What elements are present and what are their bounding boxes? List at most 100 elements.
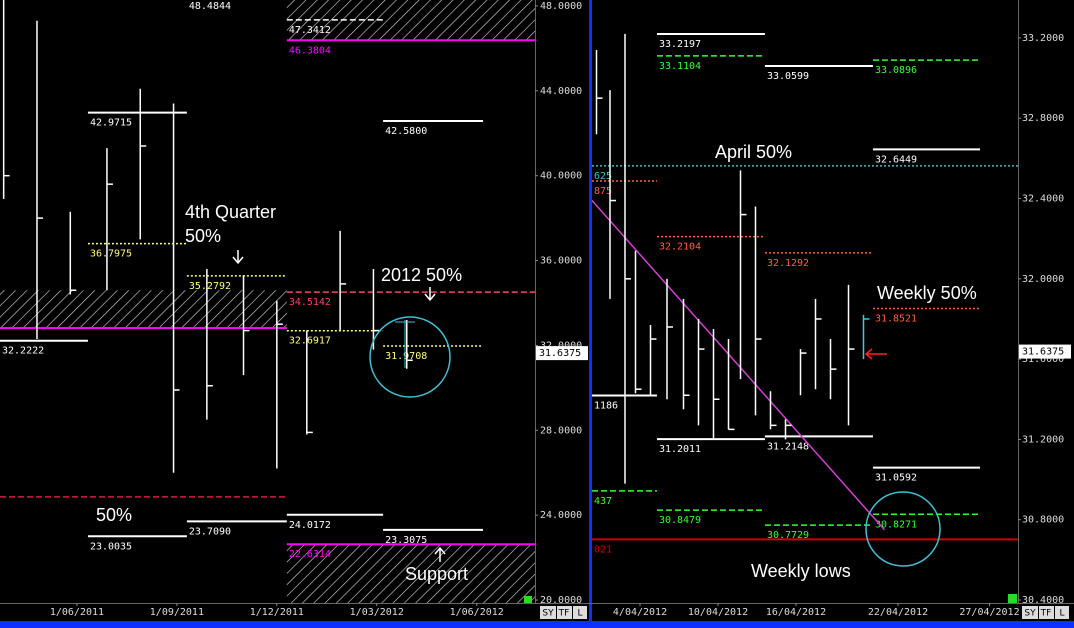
annotation: Support	[405, 564, 468, 584]
button[interactable]	[573, 606, 587, 619]
y-tick-label: 28.0000	[540, 425, 582, 436]
y-tick-label: 40.0000	[540, 171, 582, 182]
level-label: 31.2011	[659, 444, 701, 455]
x-tick-label: 1/12/2011	[250, 607, 304, 618]
y-tick-label: 36.0000	[540, 256, 582, 267]
x-tick-label: 1/03/2012	[350, 607, 404, 618]
y-tick-label: 32.0000	[1022, 274, 1064, 285]
button-label[interactable]: TF	[558, 609, 570, 619]
level-label: 31.2148	[767, 441, 809, 452]
arrow	[424, 287, 436, 302]
annotation: 4th Quarter	[185, 202, 276, 222]
level-label: 42.5800	[385, 126, 427, 137]
arrow	[232, 250, 244, 265]
panel-separator	[589, 0, 592, 622]
last-price-label: 31.6375	[539, 348, 581, 359]
y-tick-label: 24.0000	[540, 510, 582, 521]
level-label: 625	[594, 171, 612, 182]
level-label: 021	[594, 544, 612, 555]
last-price-label: 31.6375	[1022, 347, 1064, 358]
status-marker	[524, 596, 532, 603]
level-label: 23.3075	[385, 535, 427, 546]
level-label: 35.2792	[189, 281, 231, 292]
y-tick-label: 33.2000	[1022, 33, 1064, 44]
level-label: 31.8521	[875, 314, 917, 325]
highlight-circle	[865, 491, 941, 567]
button[interactable]	[540, 606, 556, 619]
annotation: 50%	[185, 226, 221, 246]
x-tick-label: 1/06/2011	[50, 607, 104, 618]
button-label[interactable]: L	[577, 609, 582, 619]
status-strip	[0, 621, 1074, 628]
y-tick-label: 32.4000	[1022, 194, 1064, 205]
level-label: 33.0896	[875, 65, 917, 76]
level-label: 32.2222	[2, 346, 44, 357]
x-tick-label: 16/04/2012	[766, 607, 826, 618]
level-label: 30.8479	[659, 515, 701, 526]
y-tick-label: 44.0000	[540, 86, 582, 97]
level-label: 875	[594, 186, 612, 197]
level-label: 34.5142	[289, 297, 331, 308]
plot-area: 48.4844 47.3412 46.3804 42.9715 42.5800 36.79…	[0, 0, 535, 603]
level-label: 22.6314	[289, 549, 331, 560]
button[interactable]	[1055, 606, 1069, 619]
level-label: 32.6449	[875, 154, 917, 165]
y-tick-label: 32.8000	[1022, 113, 1064, 124]
x-tick-label: 1/06/2012	[450, 607, 504, 618]
button[interactable]	[1022, 606, 1038, 619]
trend-line	[592, 200, 886, 531]
level-label: 33.1104	[659, 61, 701, 72]
level-label: 23.7090	[189, 526, 231, 537]
annotation: Weekly 50%	[877, 283, 977, 303]
level-label: 31.0592	[875, 473, 917, 484]
level-label: 32.2104	[659, 242, 701, 253]
level-label: 30.7729	[767, 530, 809, 541]
level-label: 47.3412	[289, 25, 331, 36]
plot-area: 33.2197 33.1104 33.0599 33.0896 32.6449 625 87…	[592, 32, 1018, 555]
y-tick-label: 30.8000	[1022, 515, 1064, 526]
annotation: Weekly lows	[751, 561, 851, 581]
level-label: 30.8271	[875, 519, 917, 530]
hatched-zone	[286, 544, 535, 603]
button-label[interactable]: SY	[1024, 609, 1036, 619]
last-price-box	[536, 346, 588, 361]
x-tick-label: 4/04/2012	[613, 607, 667, 618]
level-label: 48.4844	[189, 1, 231, 12]
annotation: April 50%	[715, 142, 792, 162]
level-label: 33.0599	[767, 71, 809, 82]
y-tick-label: 31.6000	[1022, 354, 1064, 365]
level-label: 437	[594, 496, 612, 507]
level-label: 1186	[594, 401, 618, 412]
button-label[interactable]: TF	[1040, 609, 1052, 619]
chart-layers: 48.4844 47.3412 46.3804 42.9715 42.5800 36.79…	[0, 0, 1018, 603]
x-tick-label: 27/04/2012	[959, 607, 1019, 618]
y-tick-label: 20.0000	[540, 595, 582, 606]
y-tick-label: 32.0000	[540, 340, 582, 351]
level-label: 23.0035	[90, 541, 132, 552]
x-tick-label: 10/04/2012	[688, 607, 748, 618]
y-tick-label: 48.0000	[540, 1, 582, 12]
level-label: 46.3804	[289, 45, 331, 56]
button-label[interactable]: SY	[542, 609, 554, 619]
level-label: 24.0172	[289, 520, 331, 531]
y-tick-label: 31.2000	[1022, 434, 1064, 445]
highlight-circle	[369, 316, 451, 398]
y-tick-label: 30.4000	[1022, 595, 1064, 606]
level-label: 42.9715	[90, 118, 132, 129]
status-marker	[1008, 594, 1017, 603]
annotation: 2012 50%	[381, 265, 462, 285]
button[interactable]	[1039, 606, 1054, 619]
level-label: 33.2197	[659, 39, 701, 50]
level-label: 36.7975	[90, 249, 132, 260]
annotation: 50%	[96, 505, 132, 525]
button[interactable]	[557, 606, 572, 619]
toolbar: SY TF L SY TF L	[540, 606, 1069, 619]
arrow	[434, 546, 446, 562]
button-label[interactable]: L	[1059, 609, 1064, 619]
x-tick-label: 1/09/2011	[150, 607, 204, 618]
last-price-box	[1019, 344, 1071, 359]
arrow	[864, 348, 887, 360]
hatched-zone	[0, 290, 287, 328]
